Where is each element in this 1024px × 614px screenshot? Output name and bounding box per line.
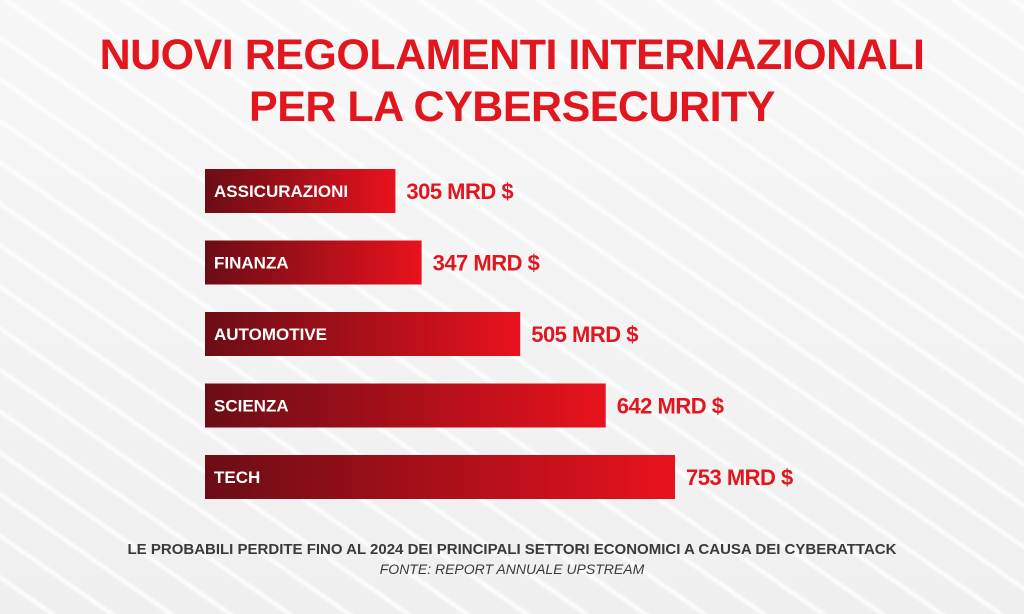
bar-assicurazioni bbox=[205, 169, 396, 213]
value-label-finanza: 347 MRD $ bbox=[433, 251, 540, 276]
chart-subtitle: LE PROBABILI PERDITE FINO AL 2024 DEI PR… bbox=[127, 541, 897, 558]
category-label-scienza: SCIENZA bbox=[214, 397, 289, 416]
category-label-automotive: AUTOMOTIVE bbox=[214, 325, 327, 344]
chart-title-line-2: PER LA CYBERSECURITY bbox=[249, 83, 775, 131]
chart-title-line-1: NUOVI REGOLAMENTI INTERNAZIONALI bbox=[99, 31, 925, 79]
bar-tech bbox=[205, 455, 675, 499]
value-label-scienza: 642 MRD $ bbox=[617, 394, 724, 419]
category-label-assicurazioni: ASSICURAZIONI bbox=[214, 182, 348, 201]
bar-automotive bbox=[205, 312, 521, 356]
value-label-assicurazioni: 305 MRD $ bbox=[406, 179, 513, 204]
category-label-tech: TECH bbox=[214, 468, 260, 487]
bar-finanza bbox=[205, 240, 422, 285]
bars-group: ASSICURAZIONI 305 MRD $ FINANZA 347 MRD $ AU… bbox=[205, 169, 794, 499]
value-label-tech: 753 MRD $ bbox=[686, 465, 793, 490]
bar-scienza bbox=[205, 383, 606, 428]
value-label-automotive: 505 MRD $ bbox=[531, 322, 638, 347]
category-label-finanza: FINANZA bbox=[214, 254, 289, 273]
chart-source: FONTE: REPORT ANNUALE UPSTREAM bbox=[379, 561, 645, 577]
